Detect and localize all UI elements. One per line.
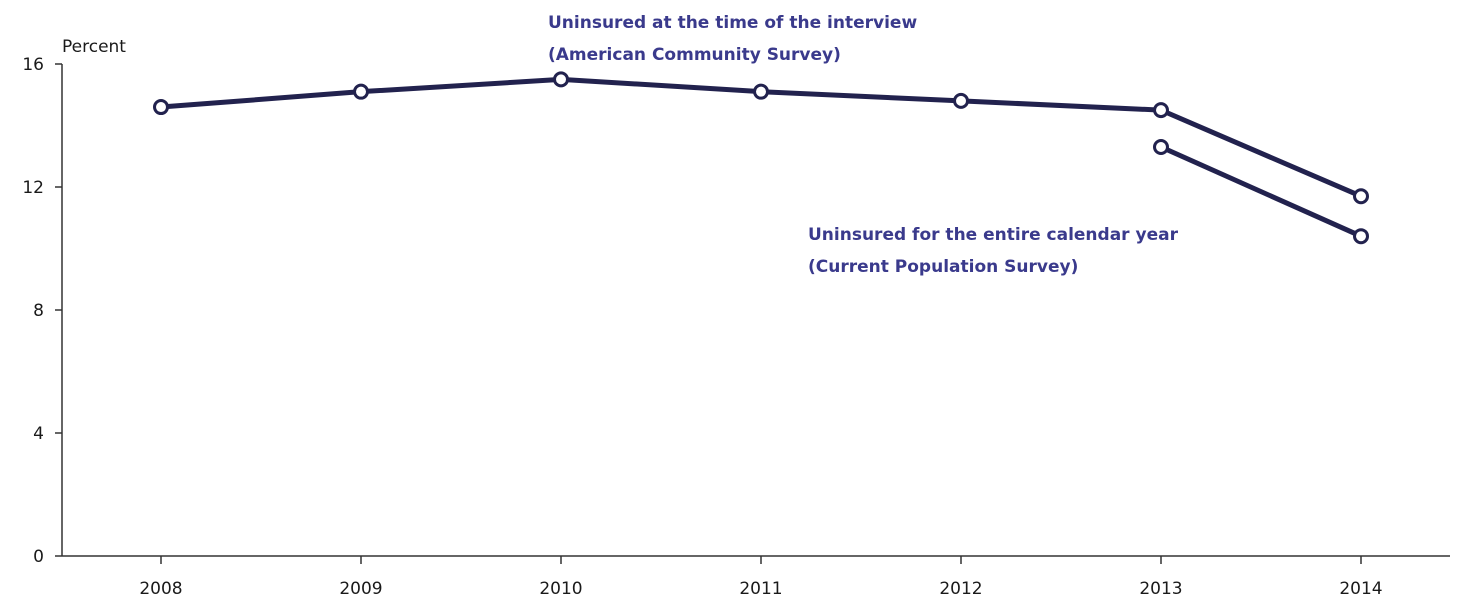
x-tick-label: 2009	[339, 579, 382, 599]
y-tick-label: 8	[33, 301, 44, 321]
x-tick-label: 2011	[739, 579, 782, 599]
x-tick-label: 2014	[1339, 579, 1382, 599]
cps-annotation-line2: (Current Population Survey)	[808, 257, 1078, 277]
y-tick-label: 12	[22, 178, 44, 198]
acs-annotation-line2: (American Community Survey)	[548, 45, 841, 65]
series-points	[153, 71, 1369, 245]
y-tick-label: 16	[22, 55, 44, 75]
x-ticks: 2008 2009 2010 2011 2012 2013 2014	[139, 556, 1383, 599]
series-lines	[160, 76, 1363, 239]
acs-data-point	[1353, 188, 1369, 205]
y-axis-label: Percent	[62, 37, 126, 57]
y-ticks: 0 4 8 12 16	[22, 55, 62, 567]
cps-data-point	[1353, 228, 1369, 245]
y-tick-label: 0	[33, 547, 44, 567]
acs-data-point	[1153, 102, 1169, 119]
acs-data-point	[353, 83, 369, 100]
acs-data-point	[953, 92, 969, 109]
y-tick-label: 4	[33, 424, 44, 444]
axes: Percent	[61, 37, 1450, 557]
acs-data-point	[753, 83, 769, 100]
cps-series-line	[1159, 144, 1363, 239]
series-annotations: Uninsured at the time of the interview (…	[548, 13, 1179, 277]
acs-annotation-line1: Uninsured at the time of the interview	[548, 13, 917, 33]
x-tick-label: 2008	[139, 579, 182, 599]
x-tick-label: 2010	[539, 579, 582, 599]
acs-data-point	[553, 71, 569, 88]
x-tick-label: 2013	[1139, 579, 1182, 599]
cps-data-point	[1153, 139, 1169, 156]
acs-data-point	[153, 99, 169, 116]
cps-annotation-line1: Uninsured for the entire calendar year	[808, 225, 1179, 245]
x-tick-label: 2012	[939, 579, 982, 599]
